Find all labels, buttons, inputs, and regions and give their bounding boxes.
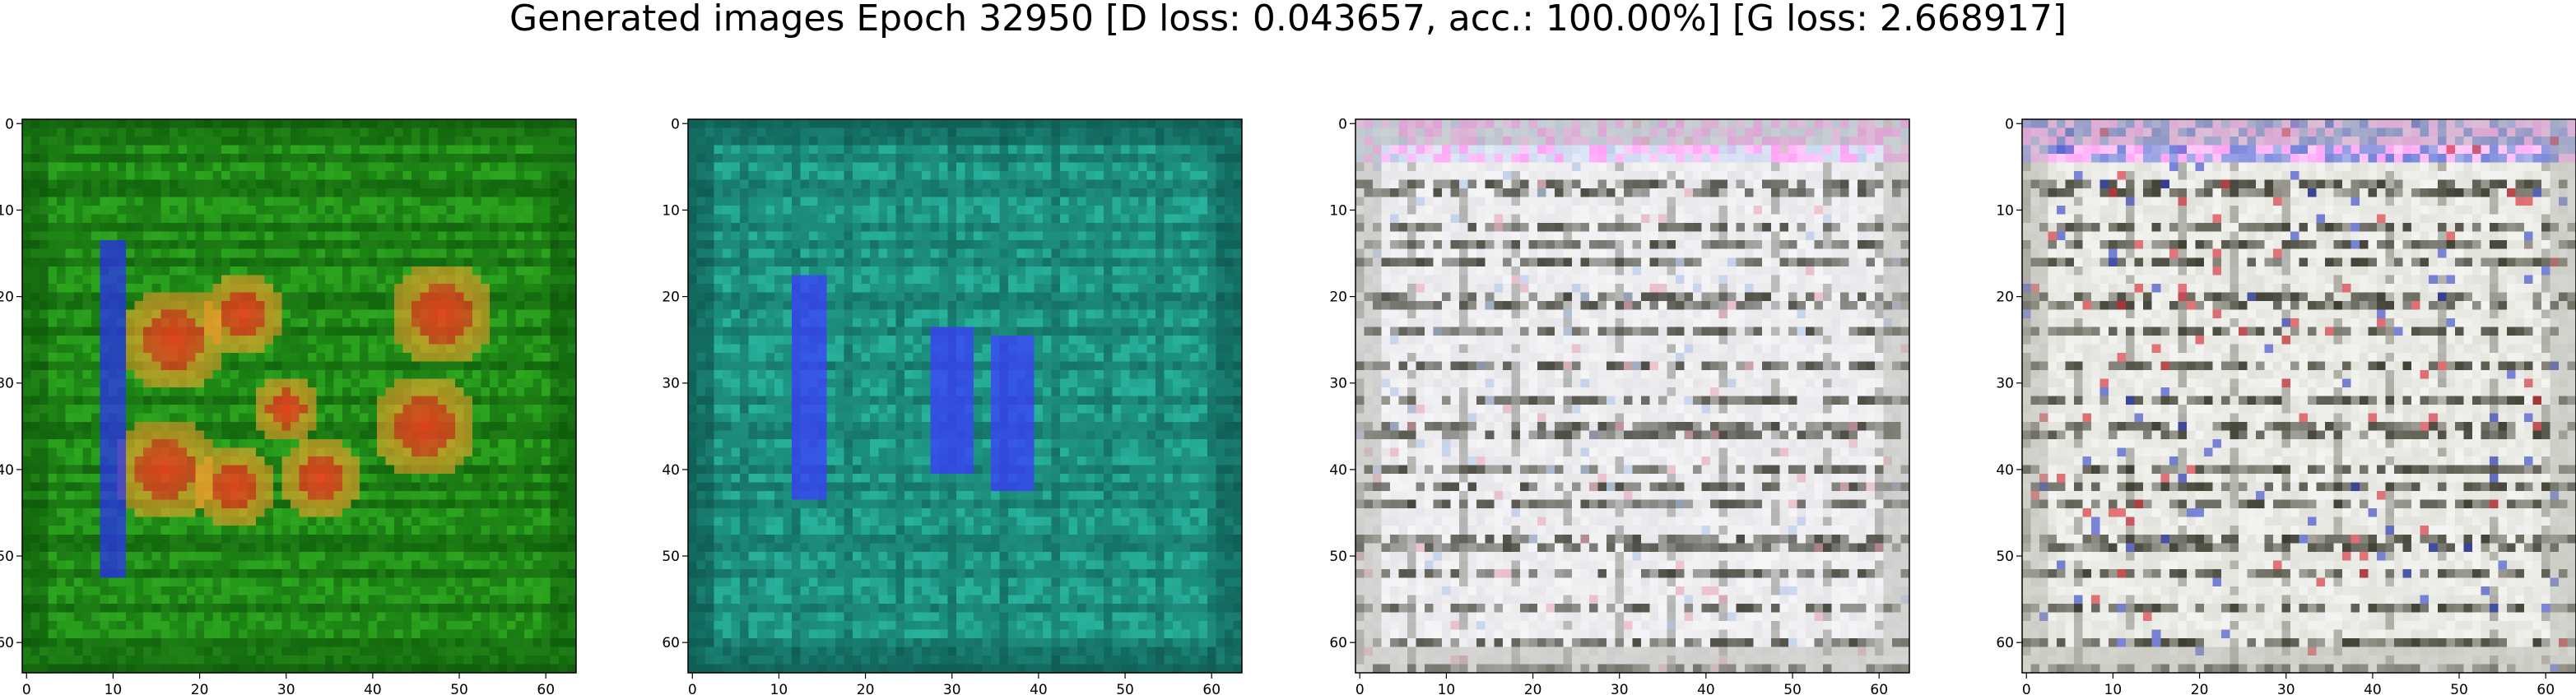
subplot-4: 0 10 20 30 40 50 60 0 10 20 30 40 50 60 — [1996, 116, 2576, 695]
x-tick-label: 0 — [1355, 682, 1365, 695]
x-tick-label: 20 — [191, 682, 209, 695]
y-tick-label: 10 — [1329, 202, 1347, 219]
y-tick-label: 0 — [1338, 116, 1347, 132]
axes-frame — [2021, 118, 2576, 674]
y-tick-label: 0 — [671, 116, 680, 132]
y-tick-label: 20 — [0, 290, 14, 306]
y-tick-label: 60 — [0, 635, 14, 651]
x-tick-label: 0 — [22, 682, 31, 695]
y-tick-label: 60 — [1329, 635, 1347, 651]
x-tick-label: 60 — [1870, 682, 1888, 695]
y-tick-label: 10 — [0, 202, 14, 219]
axes-frame — [21, 118, 577, 674]
y-tick-label: 40 — [1996, 462, 2014, 479]
y-tick-label: 50 — [662, 549, 680, 565]
x-tick-label: 10 — [770, 682, 788, 695]
x-tick-label: 30 — [943, 682, 961, 695]
y-tick-label: 60 — [662, 635, 680, 651]
x-tick-label: 30 — [2277, 682, 2295, 695]
x-tick-label: 10 — [1438, 682, 1456, 695]
x-tick-label: 50 — [1783, 682, 1802, 695]
x-tick-label: 0 — [2022, 682, 2031, 695]
y-tick-label: 10 — [662, 202, 680, 219]
y-tick-label: 20 — [1329, 290, 1347, 306]
x-tick-label: 30 — [277, 682, 295, 695]
x-tick-label: 60 — [2536, 682, 2555, 695]
generated-image-4 — [2022, 119, 2576, 673]
y-tick-label: 50 — [1329, 549, 1347, 565]
x-tick-label: 20 — [857, 682, 875, 695]
y-tick-label: 0 — [2005, 116, 2014, 132]
x-tick-label: 50 — [2450, 682, 2468, 695]
y-tick-label: 30 — [662, 376, 680, 392]
y-tick-label: 40 — [662, 462, 680, 479]
y-tick-label: 60 — [1996, 635, 2014, 651]
x-tick-label: 50 — [450, 682, 468, 695]
x-tick-label: 30 — [1611, 682, 1629, 695]
y-tick-label: 30 — [0, 376, 14, 392]
y-tick-label: 0 — [5, 116, 14, 132]
x-tick-label: 50 — [1116, 682, 1134, 695]
y-tick-label: 40 — [0, 462, 14, 479]
x-tick-label: 40 — [1697, 682, 1715, 695]
generated-image-1 — [22, 119, 576, 673]
x-tick-label: 0 — [688, 682, 697, 695]
x-tick-label: 60 — [537, 682, 555, 695]
x-tick-label: 40 — [1030, 682, 1048, 695]
generated-image-2 — [688, 119, 1242, 673]
y-tick-label: 50 — [1996, 549, 2014, 565]
x-tick-label: 20 — [1524, 682, 1542, 695]
subplot-1: 0 10 20 30 40 50 60 0 10 20 30 40 50 60 — [0, 116, 577, 695]
y-tick-label: 40 — [1329, 462, 1347, 479]
x-tick-label: 10 — [2104, 682, 2123, 695]
x-tick-label: 40 — [2364, 682, 2382, 695]
x-tick-label: 10 — [105, 682, 123, 695]
subplot-3: 0 10 20 30 40 50 60 0 10 20 30 40 50 60 — [1329, 116, 1910, 695]
x-tick-label: 20 — [2191, 682, 2209, 695]
y-tick-label: 20 — [1996, 290, 2014, 306]
x-tick-label: 40 — [364, 682, 382, 695]
figure-title: Generated images Epoch 32950 [D loss: 0.… — [509, 0, 2067, 39]
axes-frame — [1355, 118, 1910, 674]
y-tick-label: 30 — [1996, 376, 2014, 392]
y-tick-label: 50 — [0, 549, 14, 565]
subplot-2: 0 10 20 30 40 50 60 0 10 20 30 40 50 60 — [662, 116, 1243, 695]
generated-image-3 — [1355, 119, 1909, 673]
x-tick-label: 60 — [1202, 682, 1221, 695]
axes-frame — [687, 118, 1243, 674]
y-tick-label: 10 — [1996, 202, 2014, 219]
y-tick-label: 30 — [1329, 376, 1347, 392]
y-tick-label: 20 — [662, 290, 680, 306]
